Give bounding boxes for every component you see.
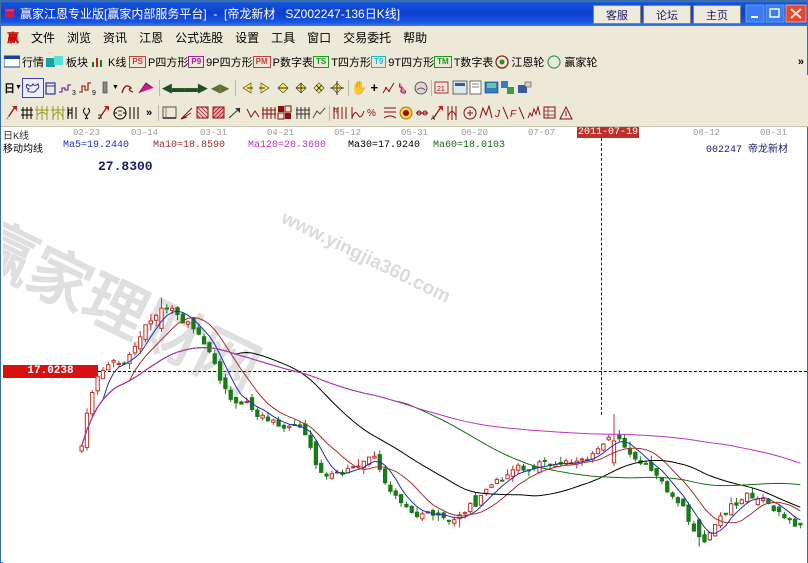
svg-text:J: J [494, 109, 501, 120]
svg-text:3: 3 [72, 90, 76, 96]
svg-text:A: A [431, 116, 435, 122]
svg-text:F: F [510, 109, 517, 120]
svg-text:%: % [367, 108, 376, 119]
svg-text:年: 年 [333, 107, 339, 115]
svg-text:9: 9 [92, 90, 96, 96]
svg-text:21: 21 [437, 86, 445, 93]
svg-text:F: F [67, 108, 73, 118]
